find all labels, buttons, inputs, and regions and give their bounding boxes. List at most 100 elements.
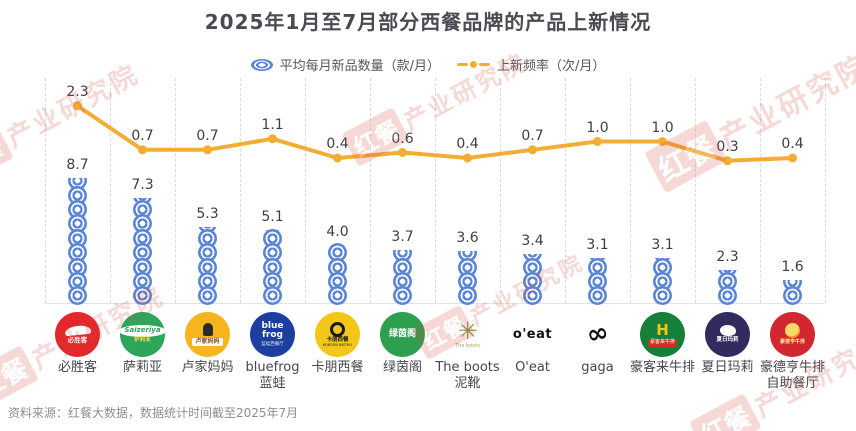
frequency-label: 0.7 bbox=[131, 127, 154, 144]
count-stack bbox=[500, 254, 565, 306]
count-ring bbox=[263, 243, 282, 263]
count-ring bbox=[393, 286, 412, 306]
frequency-dot bbox=[463, 153, 472, 163]
count-label: 7.3 bbox=[131, 176, 154, 193]
count-label: 3.6 bbox=[456, 230, 479, 247]
count-ring bbox=[523, 286, 542, 306]
frequency-dot bbox=[333, 153, 342, 163]
haokelai-icon: H 豪客来牛排 bbox=[640, 312, 685, 357]
brand-logo-text: ∞ bbox=[583, 316, 612, 351]
frequency-dot bbox=[398, 148, 407, 157]
brand-logo-sub: The boots bbox=[455, 343, 480, 350]
count-stack bbox=[760, 280, 825, 306]
source-note: 资料来源：红餐大数据，数据统计时间截至2025年7月 bbox=[8, 406, 299, 420]
brand: Saizeriya 萨莉亚 萨莉亚 bbox=[108, 312, 178, 376]
grid-line bbox=[175, 78, 176, 303]
brand-logo-text: blue frog bbox=[261, 320, 284, 341]
frequency-dot bbox=[788, 153, 797, 163]
legend-label-frequency: 上新频率（次/月） bbox=[497, 59, 606, 74]
grid-line bbox=[435, 78, 436, 303]
count-ring bbox=[198, 243, 217, 263]
axis-baseline bbox=[45, 303, 825, 304]
count-label: 1.6 bbox=[781, 258, 804, 275]
brand-logo-text: o'eat bbox=[512, 326, 553, 342]
brand-label: 萨莉亚 bbox=[122, 360, 162, 375]
count-ring-partial bbox=[393, 249, 412, 260]
brand-label: 卡朋西餐 bbox=[311, 360, 364, 375]
brand-logo-text: Saizeriya bbox=[120, 325, 165, 337]
watermark-brand-logo: 红餐 bbox=[0, 123, 14, 187]
count-stack bbox=[695, 269, 760, 306]
count-stack bbox=[175, 226, 240, 306]
frequency-dot bbox=[73, 101, 82, 111]
ring-legend-icon bbox=[250, 58, 273, 71]
brand-label: O'eat bbox=[515, 360, 550, 375]
frequency-label: 1.0 bbox=[586, 119, 609, 136]
brand: 绿茵阁 绿茵阁 bbox=[368, 312, 438, 376]
oeat-icon: o'eat bbox=[510, 312, 555, 357]
count-ring bbox=[133, 286, 152, 306]
frequency-label: 0.3 bbox=[716, 138, 739, 155]
count-stack bbox=[630, 257, 695, 306]
brand-label: bluefrog 蓝蛙 bbox=[245, 360, 300, 391]
brand-label: 必胜客 bbox=[57, 360, 97, 375]
count-label: 3.1 bbox=[651, 237, 674, 254]
grid-line bbox=[45, 78, 46, 303]
count-ring bbox=[653, 286, 672, 306]
count-stack bbox=[305, 243, 370, 306]
page-title: 2025年1月至7月部分西餐品牌的产品上新情况 bbox=[204, 10, 652, 34]
frequency-label: 2.3 bbox=[66, 83, 89, 100]
theboots-icon: ✳ The boots bbox=[445, 312, 490, 357]
count-label: 5.3 bbox=[196, 205, 219, 222]
count-label: 8.7 bbox=[66, 156, 89, 173]
frequency-line bbox=[73, 101, 797, 166]
legend-label-new-products: 平均每月新品数量（款/月） bbox=[279, 59, 440, 74]
brand: ✳ The boots The boots 泥靴 bbox=[433, 312, 503, 392]
frequency-label: 1.0 bbox=[651, 119, 674, 136]
frequency-label: 0.6 bbox=[391, 130, 414, 147]
brand-label: The boots 泥靴 bbox=[435, 360, 500, 391]
count-label: 3.7 bbox=[391, 228, 414, 245]
brand: blue frog 蓝蛙西餐厅 bluefrog 蓝蛙 bbox=[238, 312, 308, 392]
brand-label: 豪客来牛排 bbox=[629, 360, 695, 375]
gaga-icon: ∞ bbox=[575, 312, 620, 357]
count-stack bbox=[110, 197, 175, 306]
count-label: 2.3 bbox=[716, 248, 739, 265]
count-ring-partial bbox=[783, 280, 802, 289]
brand-logo-text: 必胜客 bbox=[67, 336, 88, 345]
watermark-brand-logo: 红餐 bbox=[0, 345, 39, 409]
grid-line bbox=[565, 78, 566, 303]
count-ring-partial bbox=[68, 177, 87, 188]
grid-line bbox=[110, 78, 111, 303]
count-ring-partial bbox=[458, 251, 477, 260]
count-stack bbox=[45, 177, 110, 306]
frequency-label: 0.7 bbox=[521, 127, 544, 144]
count-ring bbox=[718, 286, 737, 306]
count-label: 3.1 bbox=[586, 237, 609, 254]
legend: 平均每月新品数量（款/月） 上新频率（次/月） bbox=[0, 55, 856, 74]
grid-line bbox=[760, 78, 761, 303]
kokoon-icon: 卡朋西餐 KOKOON BISTRO bbox=[315, 312, 360, 357]
brand: o'eat O'eat bbox=[498, 312, 568, 376]
brand-label: 豪德亨牛排 自助餐厅 bbox=[759, 360, 825, 391]
brand: 夏日玛莉 夏日玛莉 bbox=[693, 312, 763, 376]
frequency-dot bbox=[528, 145, 537, 155]
lujiamama-icon: 卢家妈妈 bbox=[185, 312, 230, 357]
count-ring bbox=[263, 286, 282, 306]
brand-logo-text: 卡朋西餐 bbox=[326, 336, 349, 343]
grid-line bbox=[500, 78, 501, 303]
brand-label: gaga bbox=[581, 360, 614, 375]
count-ring bbox=[198, 286, 217, 306]
frequency-label: 1.1 bbox=[261, 116, 284, 133]
brand: 必胜客 必胜客 bbox=[43, 312, 113, 376]
brand-logo-sub: 蓝蛙西餐厅 bbox=[261, 341, 284, 347]
frequency-dot bbox=[268, 134, 277, 144]
grid-line bbox=[240, 78, 241, 303]
grid-line bbox=[370, 78, 371, 303]
count-stack bbox=[435, 251, 500, 306]
brand-logo-sub: KOKOON BISTRO bbox=[322, 342, 353, 347]
brand-logo-text: 卢家妈妈 bbox=[192, 337, 223, 347]
brand-logo-text: 夏日玛莉 bbox=[716, 337, 739, 344]
count-ring-partial bbox=[523, 254, 542, 260]
